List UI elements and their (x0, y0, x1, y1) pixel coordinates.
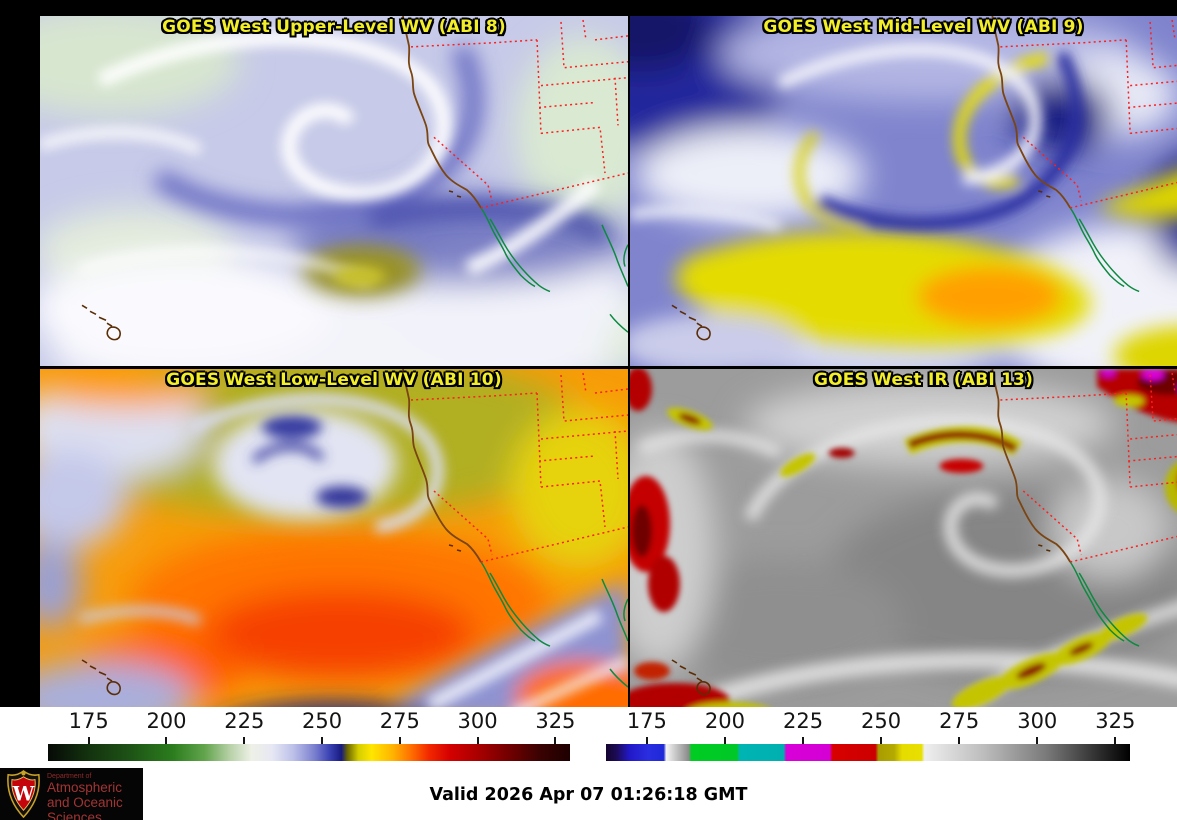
colorbar-tick (958, 737, 961, 744)
valid-time-label: Valid 2026 Apr 07 01:26:18 GMT (429, 785, 748, 805)
logo-name-line2: and Oceanic Sciences (47, 794, 123, 820)
colorbar-tick-label: 275 (939, 709, 980, 733)
panel-mid-level-wv: GOES West Mid-Level WV (ABI 9) (630, 16, 1177, 366)
panel-title-abi9: GOES West Mid-Level WV (ABI 9) (763, 17, 1084, 37)
colorbar-tick (1036, 737, 1039, 744)
panel-ir: GOES West IR (ABI 13) (630, 369, 1177, 721)
colorbar-tick-label: 250 (861, 709, 902, 733)
colorbar-tick-label: 225 (782, 709, 824, 733)
colorbar-tick (554, 737, 557, 744)
panel-title-abi8: GOES West Upper-Level WV (ABI 8) (162, 17, 506, 37)
panel-title-abi13: GOES West IR (ABI 13) (813, 370, 1034, 390)
panel-upper-level-wv: GOES West Upper-Level WV (ABI 8) (40, 16, 628, 366)
colorbar-tick (398, 737, 401, 744)
uw-crest-icon: W (7, 770, 40, 818)
satellite-image-abi10 (40, 369, 628, 721)
colorbar-tick (1114, 737, 1117, 744)
colorbar-strip: 175 200 225 250 275 300 325 175 200 225 250 275 300… (0, 707, 1177, 768)
aos-logo: W Department of Atmospheric and Oceanic … (0, 768, 143, 820)
colorbar-tick-label: 175 (68, 709, 109, 733)
colorbar-tick (723, 737, 726, 744)
colorbar-tick-label: 200 (704, 709, 745, 733)
colorbar-tick-label: 250 (302, 709, 343, 733)
colorbar-tick (645, 737, 648, 744)
colorbar-tick-label: 275 (379, 709, 420, 733)
colorbar-tick (321, 737, 324, 744)
colorbar-tick-label: 300 (457, 709, 498, 733)
colorbar-tick-label: 175 (626, 709, 667, 733)
colorbar-wv-gradient (48, 744, 570, 761)
colorbar-ir-gradient (606, 744, 1130, 761)
logo-text: Department of Atmospheric and Oceanic Sc… (47, 773, 143, 820)
colorbar-tick (87, 737, 90, 744)
satellite-panel-grid: GOES West Upper-Level WV (ABI 8) (0, 0, 1177, 721)
satellite-image-abi13 (630, 369, 1177, 721)
panel-title-abi10: GOES West Low-Level WV (ABI 10) (166, 370, 502, 390)
logo-department-line: Department of (47, 773, 92, 780)
footer: W Department of Atmospheric and Oceanic … (0, 768, 1177, 820)
colorbar-tick (476, 737, 479, 744)
colorbar-tick-label: 300 (1017, 709, 1058, 733)
colorbar-tick-label: 225 (224, 709, 265, 733)
colorbar-wv: 175 200 225 250 275 300 325 (48, 707, 575, 768)
colorbar-tick (880, 737, 883, 744)
logo-name-line1: Atmospheric (47, 780, 123, 795)
colorbar-tick (802, 737, 805, 744)
colorbar-ir: 175 200 225 250 275 300 325 (606, 707, 1135, 768)
colorbar-tick-label: 200 (146, 709, 187, 733)
uw-monogram: W (12, 783, 35, 806)
panel-low-level-wv: GOES West Low-Level WV (ABI 10) (40, 369, 628, 721)
colorbar-tick-label: 325 (535, 709, 576, 733)
colorbar-tick (243, 737, 246, 744)
colorbar-tick (165, 737, 168, 744)
colorbar-tick-label: 325 (1095, 709, 1136, 733)
satellite-image-abi8 (40, 16, 628, 366)
satellite-image-abi9 (630, 16, 1177, 366)
